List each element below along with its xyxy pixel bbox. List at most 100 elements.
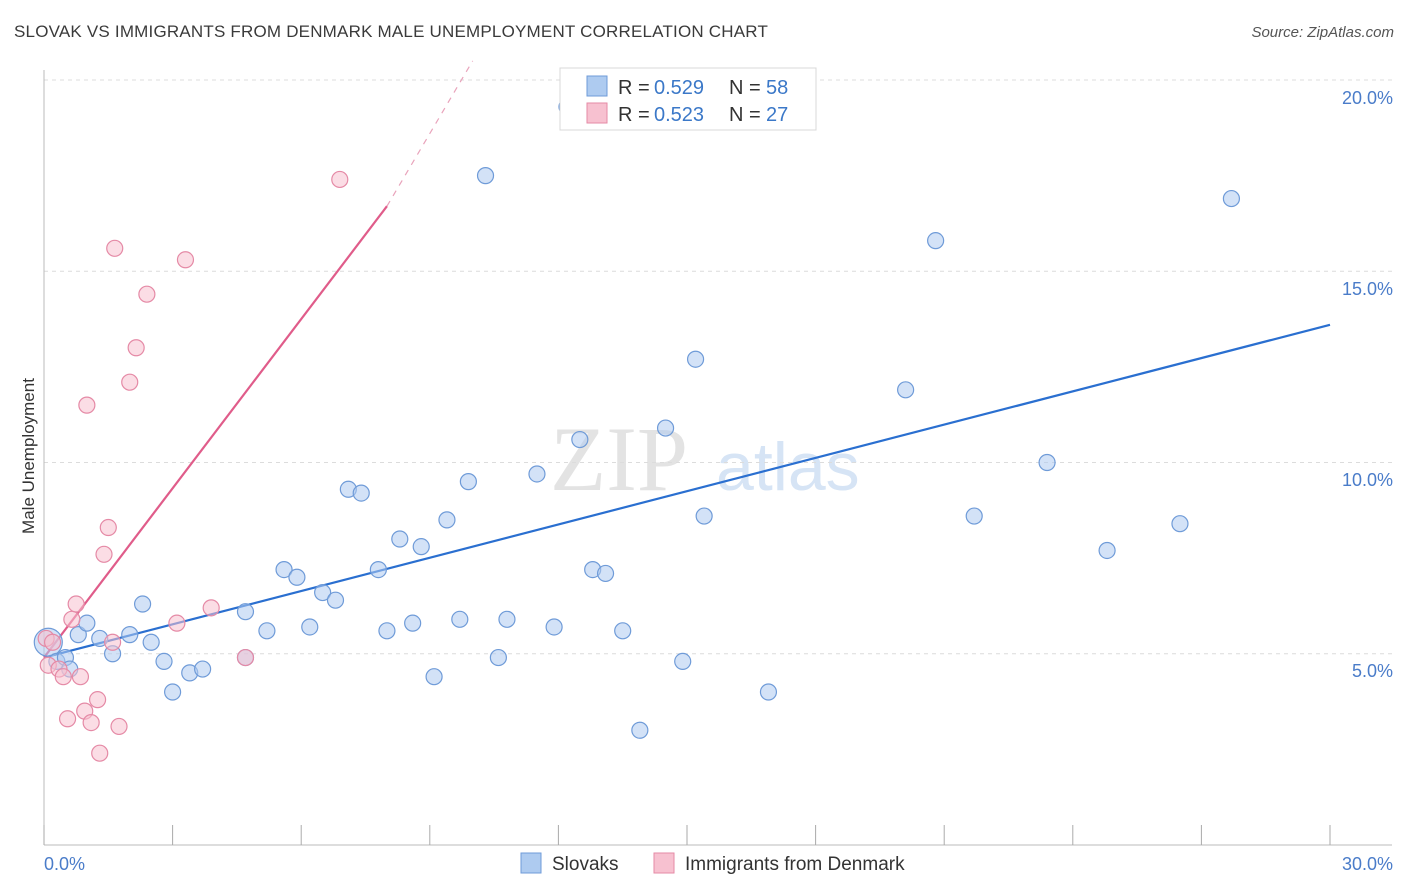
legend-swatch-denmark (586, 102, 608, 124)
trendline-denmark-extension (386, 60, 474, 207)
denmark-point-21 (138, 285, 156, 303)
slovak-point-17 (288, 568, 306, 586)
slovak-point-36 (545, 618, 563, 636)
bottom-legend-denmark: Immigrants from Denmark (685, 854, 905, 875)
axes (43, 70, 1392, 846)
slovak-point-18 (301, 618, 319, 636)
slovak-point-26 (404, 614, 422, 632)
denmark-point-8 (71, 668, 90, 686)
denmark-point-4 (54, 668, 72, 686)
slovak-point-33 (489, 648, 507, 667)
watermark-atlas: atlas (716, 429, 860, 505)
slovak-point-44 (674, 652, 692, 671)
slovak-point-10 (155, 652, 173, 671)
slovak-point-13 (194, 660, 212, 678)
slovak-point-16 (275, 560, 293, 579)
slovak-point-53 (1098, 541, 1116, 560)
slovak-point-28 (425, 668, 443, 686)
slovak-point-7 (121, 626, 139, 644)
denmark-point-2 (43, 633, 62, 651)
legend-r-label-2: R = (618, 104, 650, 126)
slovak-point-54 (1171, 515, 1189, 533)
slovak-point-24 (378, 622, 396, 640)
denmark-point-26 (331, 170, 349, 189)
slovak-point-40 (596, 564, 615, 583)
denmark-point-23 (176, 251, 195, 269)
slovak-point-50 (927, 232, 945, 250)
slovak-point-23 (369, 560, 387, 579)
y-tick-label-5: 5.0% (1352, 661, 1393, 681)
x-tick-label-1: 30.0% (1342, 854, 1393, 874)
denmark-point-22 (168, 614, 186, 632)
denmark-point-24 (202, 599, 220, 617)
gridlines (44, 79, 1392, 655)
slovak-point-11 (164, 683, 182, 701)
denmark-point-14 (95, 545, 113, 563)
y-axis-label: Male Unemployment (19, 378, 38, 534)
legend-r-value-2: 0.523 (654, 104, 704, 126)
denmark-point-17 (106, 239, 124, 257)
denmark-point-25 (236, 648, 255, 667)
denmark-point-16 (103, 633, 122, 651)
legend-n-label-2: N = (729, 104, 761, 126)
slovak-point-19 (314, 583, 332, 602)
slovak-point-43 (656, 419, 675, 437)
chart-title: SLOVAK VS IMMIGRANTS FROM DENMARK MALE U… (14, 22, 769, 41)
denmark-point-12 (88, 691, 107, 709)
slovak-point-48 (759, 683, 778, 701)
y-tick-label-20: 20.0% (1342, 88, 1393, 108)
slovak-point-41 (614, 622, 632, 640)
slovak-point-29 (438, 511, 456, 529)
slovak-point-42 (631, 721, 649, 739)
series-legend: Slovaks Immigrants from Denmark (520, 852, 905, 875)
x-tick-label-0: 0.0% (44, 854, 85, 874)
slovak-point-52 (1038, 453, 1056, 472)
trendline-denmark (43, 205, 388, 659)
bottom-legend-swatch-slovak (520, 852, 542, 874)
slovak-point-30 (451, 610, 469, 628)
y-tick-label-10: 10.0% (1342, 470, 1393, 490)
slovak-point-14 (236, 603, 255, 621)
slovak-point-35 (528, 465, 546, 483)
slovak-point-51 (965, 507, 983, 525)
denmark-point-6 (63, 610, 81, 628)
legend-r-value-1: 0.529 (654, 77, 704, 99)
denmark-point-5 (58, 710, 77, 728)
slovak-point-34 (498, 610, 516, 628)
bottom-legend-slovaks: Slovaks (552, 854, 619, 875)
slovak-point-38 (571, 430, 589, 449)
trendline-slovaks (43, 323, 1331, 659)
slovak-point-49 (897, 381, 915, 399)
source-label: Source: ZipAtlas.com (1251, 24, 1394, 41)
legend-n-value-1: 58 (766, 77, 788, 99)
denmark-point-19 (121, 373, 139, 391)
slovak-point-22 (352, 484, 370, 502)
legend-n-label-1: N = (729, 77, 761, 99)
slovak-point-31 (459, 473, 477, 491)
slovak-point-8 (133, 595, 152, 613)
slovak-point-25 (391, 530, 409, 548)
slovak-point-45 (686, 350, 705, 368)
y-tick-label-15: 15.0% (1342, 279, 1393, 299)
slovak-point-55 (1222, 189, 1241, 208)
slovak-point-3 (69, 626, 87, 644)
legend-swatch-slovak (586, 75, 608, 97)
slovak-point-9 (142, 633, 160, 651)
denmark-point-7 (67, 595, 85, 613)
denmark-point-13 (91, 744, 109, 762)
slovak-point-46 (695, 507, 713, 525)
legend-r-label-1: R = (618, 77, 650, 99)
denmark-point-11 (82, 713, 100, 732)
slovak-point-20 (326, 591, 345, 609)
trendlines (43, 60, 1331, 659)
slovak-point-27 (412, 538, 430, 556)
slovak-point-4 (78, 614, 96, 632)
legend-n-value-2: 27 (766, 104, 788, 126)
denmark-point-18 (110, 717, 128, 736)
denmark-point-10 (78, 396, 96, 414)
bottom-legend-swatch-denmark (653, 852, 675, 874)
denmark-point-20 (127, 339, 145, 357)
slovak-point-15 (258, 622, 276, 640)
slovak-point-32 (476, 167, 495, 185)
